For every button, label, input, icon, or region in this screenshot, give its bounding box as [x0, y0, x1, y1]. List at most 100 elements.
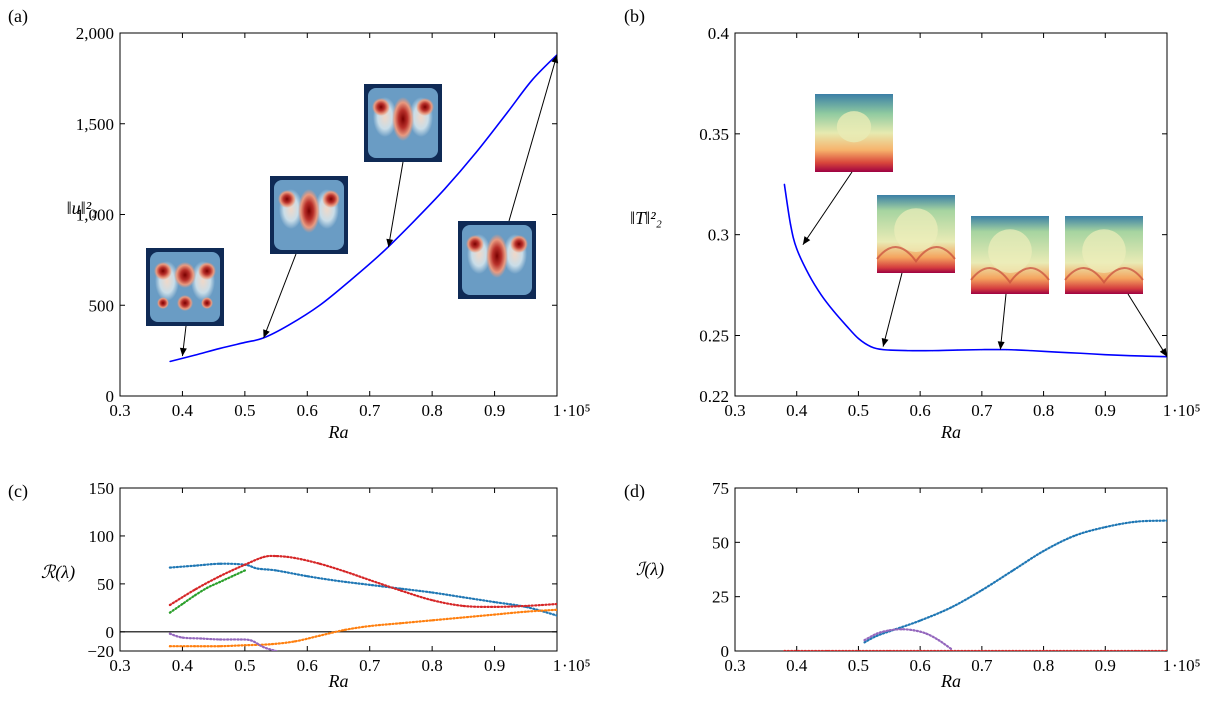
- field-snapshot-1: [876, 195, 956, 347]
- field-snapshot-1: [263, 176, 348, 339]
- data-point: [168, 632, 172, 635]
- data-point: [796, 248, 798, 250]
- data-point: [318, 634, 321, 637]
- data-point: [919, 619, 922, 622]
- data-point: [931, 350, 934, 352]
- y-tick-label: 0.22: [699, 387, 729, 406]
- y-tick-label: 0.35: [699, 125, 729, 144]
- y-tick-label: 100: [89, 527, 115, 546]
- pointer-arrowhead: [551, 54, 559, 64]
- y-tick-label: 0.25: [699, 327, 729, 346]
- pointer-arrow: [263, 253, 297, 339]
- data-point: [368, 624, 371, 628]
- axes-frame: [734, 32, 1168, 397]
- pointer-arrowhead: [1159, 348, 1167, 357]
- y-tick-label: 0.3: [708, 226, 729, 245]
- x-multiplier: ·10⁵: [562, 401, 591, 420]
- data-point: [1165, 519, 1167, 522]
- vortex-core: [157, 297, 169, 309]
- x-axis-label: Ra: [940, 671, 961, 691]
- data-point: [218, 645, 221, 648]
- data-point: [1011, 569, 1014, 572]
- y-tick-label: 1,500: [76, 115, 114, 134]
- x-tick-label: 0.4: [172, 401, 194, 420]
- panel-label-b: (b): [624, 6, 645, 27]
- y-tick-label: 25: [712, 588, 729, 607]
- axes-frame: [734, 487, 1168, 652]
- pointer-arrowhead: [263, 329, 270, 338]
- x-tick-label: 0.7: [359, 401, 381, 420]
- data-point: [169, 360, 171, 363]
- data-layer: [168, 554, 557, 651]
- x-axis-label: Ra: [940, 422, 961, 442]
- data-point: [200, 637, 203, 640]
- plume-core: [894, 208, 938, 252]
- pointer-arrow: [508, 54, 558, 222]
- data-point: [493, 605, 496, 608]
- vortex-core: [201, 297, 213, 309]
- data-point: [783, 649, 786, 651]
- data-point: [937, 639, 940, 642]
- data-point: [343, 570, 346, 573]
- y-tick-label: 50: [712, 533, 729, 552]
- data-point: [399, 622, 403, 625]
- field-snapshot-3: [1064, 216, 1168, 357]
- data-point: [1129, 355, 1131, 357]
- data-point: [475, 152, 477, 154]
- pointer-arrow: [999, 293, 1007, 350]
- data-point: [462, 596, 465, 599]
- x-tick-label: 0.5: [848, 656, 869, 675]
- series-4-curve: [168, 632, 278, 651]
- data-point: [343, 628, 346, 632]
- pointer-arrowhead: [802, 236, 811, 245]
- data-point: [555, 608, 557, 611]
- data-point: [318, 562, 321, 565]
- panel-d: 0.3 0.4 0.5 0.6 0.7 0.8 0.9 1·10⁵ 0 25 50 75 Ra ℐ(λ): [636, 479, 1201, 691]
- data-point: [444, 188, 446, 190]
- data-point: [462, 604, 465, 608]
- series-1-curve: [863, 628, 953, 650]
- field-snapshot-0: [802, 94, 893, 246]
- x-tick-label: 0.7: [971, 656, 993, 675]
- data-point: [1073, 534, 1076, 537]
- data-point: [789, 223, 792, 226]
- data-point: [231, 575, 234, 578]
- vortex-core: [198, 262, 216, 280]
- data-point: [524, 610, 527, 613]
- y-tick-label: 150: [89, 479, 115, 498]
- data-point: [431, 599, 434, 602]
- x-tick-label: 0.6: [910, 401, 931, 420]
- x-tick-label: 0.9: [484, 656, 505, 675]
- data-point: [1055, 351, 1057, 353]
- data-point: [219, 347, 221, 350]
- x-multiplier: ·10⁵: [1172, 656, 1201, 675]
- data-point: [1042, 549, 1045, 553]
- data-point: [462, 616, 465, 619]
- data-point: [268, 643, 271, 646]
- data-point: [1080, 352, 1082, 354]
- data-point: [925, 632, 928, 635]
- panel-label-c: (c): [8, 481, 28, 502]
- x-tick-label: 0.9: [1095, 656, 1116, 675]
- data-point: [274, 569, 278, 572]
- x-multiplier: ·10⁵: [1172, 401, 1201, 420]
- x-tick-label: 0.3: [109, 656, 130, 675]
- data-point: [956, 349, 958, 351]
- x-tick-label: 0.8: [422, 401, 443, 420]
- x-tick-label: 0.5: [234, 656, 255, 675]
- data-point: [820, 294, 823, 296]
- x-tick-label: 0.8: [1033, 656, 1054, 675]
- x-tick-label: 0.4: [786, 656, 808, 675]
- x-tick-label: 0.3: [109, 401, 130, 420]
- data-point: [218, 575, 221, 578]
- data-point: [350, 279, 352, 281]
- data-point: [287, 324, 290, 326]
- data-point: [1104, 354, 1106, 356]
- vortex-core: [322, 190, 340, 208]
- data-point: [181, 602, 184, 606]
- data-point: [256, 567, 259, 570]
- data-point: [244, 341, 246, 344]
- plume-core: [836, 111, 872, 143]
- x-tick-label: 0.6: [297, 656, 318, 675]
